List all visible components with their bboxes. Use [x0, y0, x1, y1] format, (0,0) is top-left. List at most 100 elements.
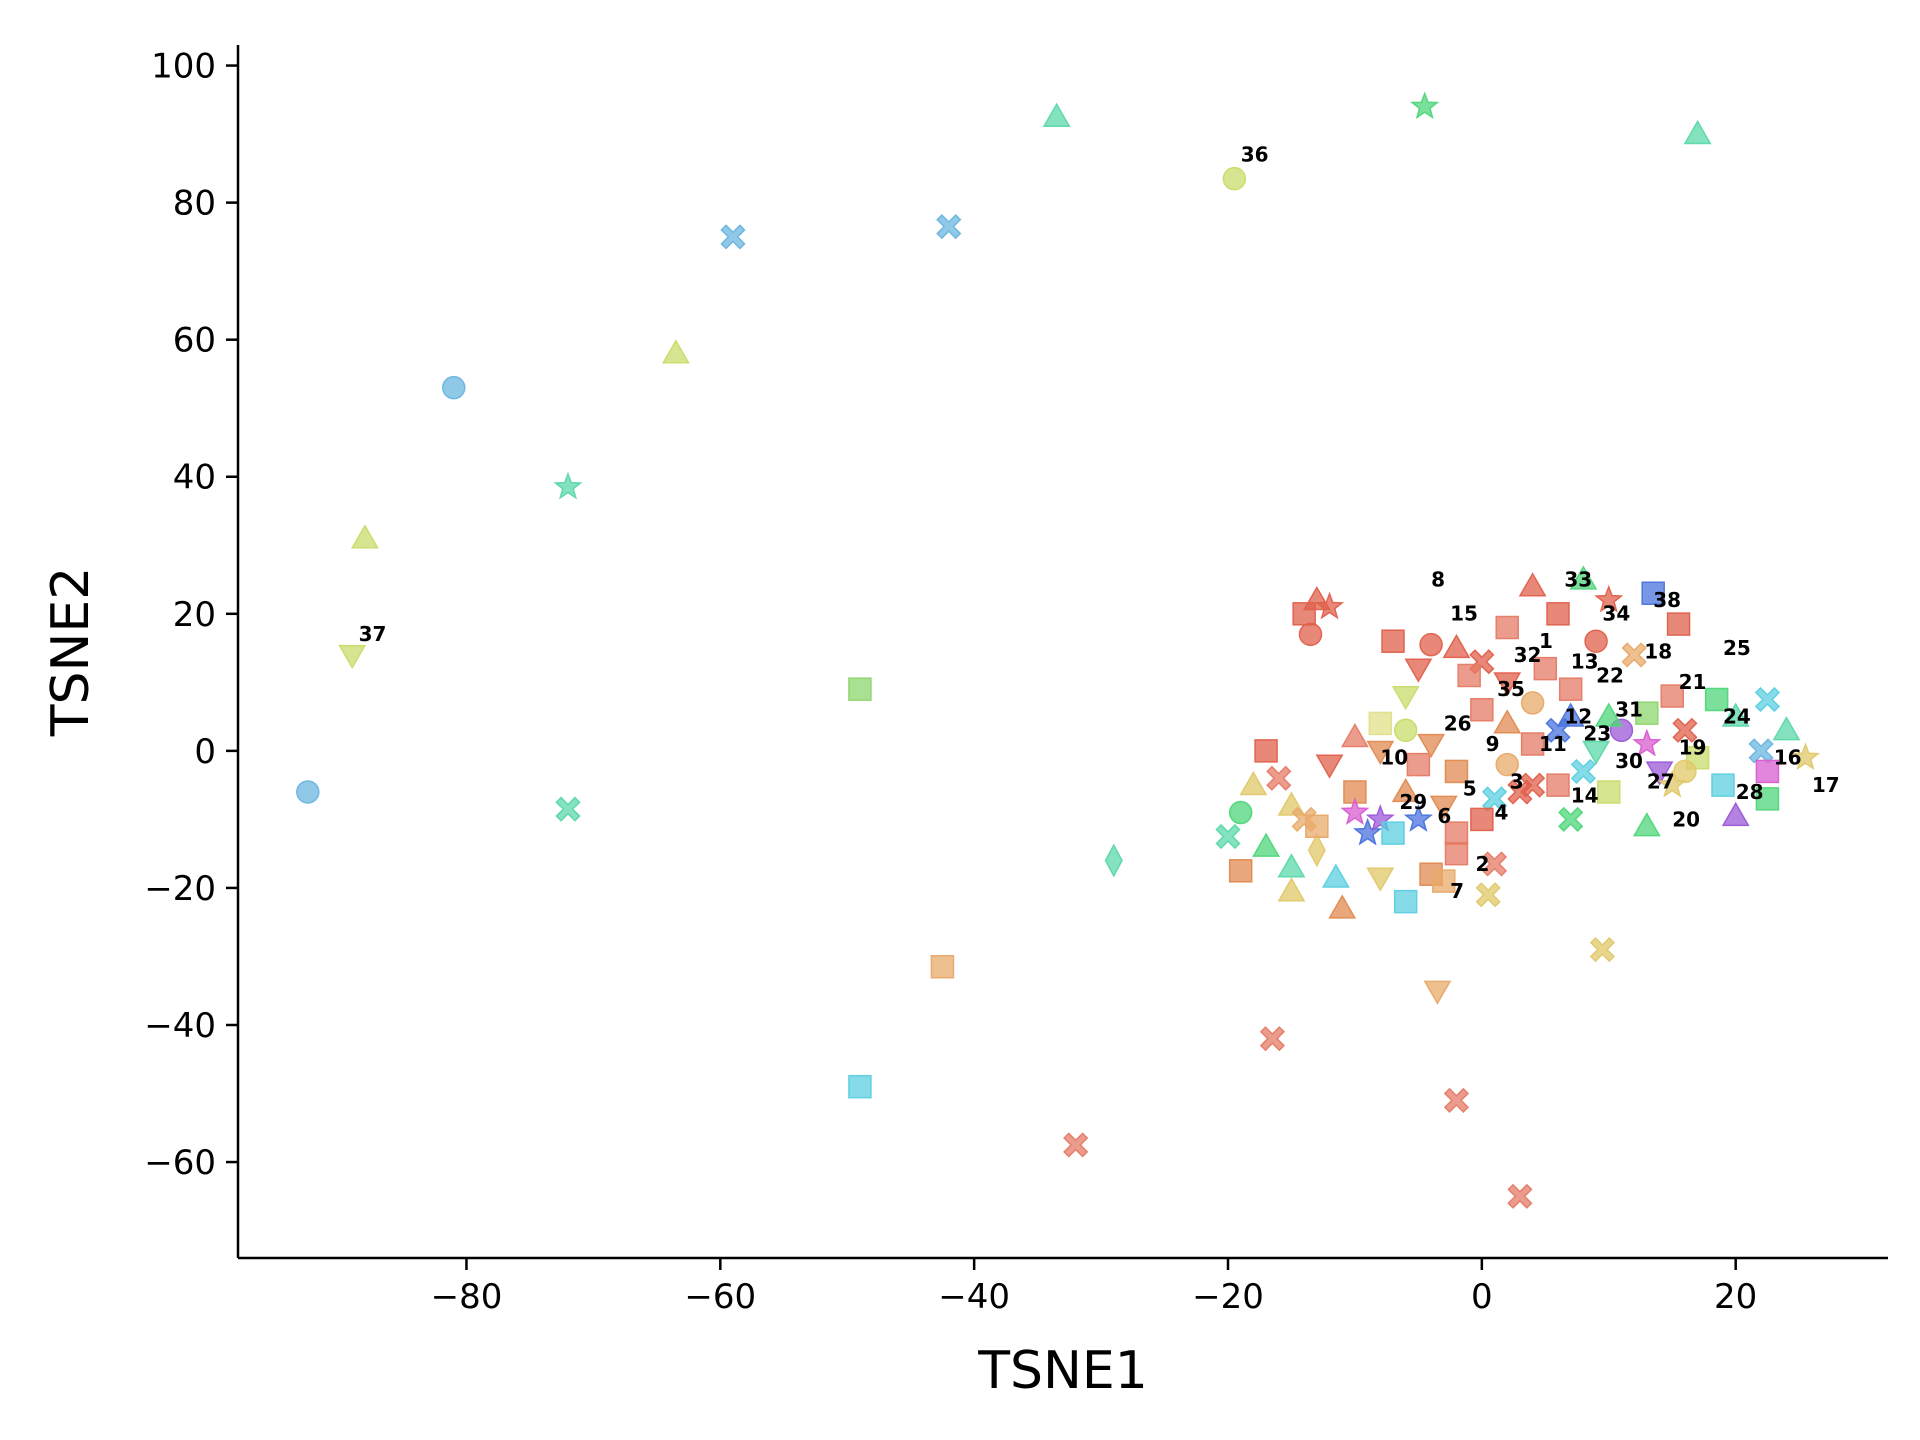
data-point-x: [1621, 642, 1647, 668]
data-point-x: [1754, 686, 1781, 713]
data-point-circle: [1228, 800, 1253, 825]
data-point-triangle: [1442, 633, 1471, 659]
point-annotation-label: 29: [1399, 790, 1427, 814]
point-annotation-label: 22: [1596, 663, 1624, 687]
data-point-triangle: [1239, 770, 1268, 796]
x-axis-title: TSNE1: [977, 1341, 1148, 1401]
data-point-x: [1507, 1183, 1533, 1209]
data-point-circle: [1298, 622, 1323, 647]
data-point-square: [1704, 687, 1729, 712]
data-point-x: [1672, 717, 1698, 743]
data-point-circle: [442, 375, 466, 400]
data-point-star: [1632, 728, 1662, 757]
data-point-square: [1381, 821, 1405, 845]
data-point-x: [1475, 882, 1501, 908]
data-point-triangle: [1632, 812, 1661, 837]
data-point-star: [553, 471, 583, 500]
data-point-triangle: [1328, 894, 1357, 919]
data-point-square: [1533, 656, 1558, 681]
data-point-triangle: [1721, 702, 1750, 727]
data-point-square: [1393, 889, 1418, 914]
data-point-square: [1432, 869, 1456, 893]
data-point-square: [1597, 780, 1621, 804]
data-point-x: [1443, 1087, 1470, 1113]
point-annotation-label: 3: [1510, 770, 1524, 794]
y-tick-label: −20: [144, 869, 216, 909]
data-point-triangle: [1340, 723, 1369, 748]
point-annotation-label: 32: [1514, 643, 1542, 667]
data-point-x: [1063, 1132, 1089, 1158]
point-annotation-label: 37: [359, 622, 387, 646]
data-point-x: [1481, 786, 1508, 812]
point-annotation-label: 26: [1444, 711, 1472, 735]
point-annotation-label: 30: [1615, 749, 1643, 773]
data-point-triangle: [1518, 572, 1547, 597]
data-point-triangle-down: [1391, 685, 1420, 711]
point-annotation-label: 24: [1723, 704, 1751, 728]
data-point-circle: [1495, 752, 1519, 777]
data-point-triangle-down: [1417, 733, 1446, 759]
point-annotation-label: 11: [1539, 732, 1567, 756]
data-point-triangle-down: [1493, 672, 1522, 697]
data-point-star: [1353, 817, 1383, 846]
data-point-x: [1266, 765, 1292, 791]
point-annotation-label: 19: [1679, 735, 1707, 759]
y-tick-label: 100: [151, 47, 216, 87]
data-point-square: [1755, 759, 1780, 784]
data-point-triangle: [1277, 853, 1306, 878]
data-point-triangle: [1277, 877, 1306, 902]
data-point-triangle: [1391, 777, 1420, 803]
point-annotation-label: 34: [1602, 602, 1630, 626]
data-point-square: [1305, 814, 1329, 839]
data-point-square: [1660, 684, 1684, 708]
data-point-x: [1558, 806, 1584, 833]
data-point-triangle-down: [1423, 980, 1452, 1005]
y-tick-label: 20: [173, 595, 216, 635]
data-point-square: [1444, 841, 1469, 866]
data-point-square: [1755, 787, 1780, 811]
data-point-square: [1546, 602, 1570, 626]
data-point-circle: [1673, 759, 1697, 784]
point-annotation-label: 10: [1380, 746, 1408, 770]
x-tick-label: −40: [938, 1277, 1010, 1317]
data-point-triangle-down: [1429, 795, 1458, 820]
data-point-square: [1381, 629, 1405, 653]
data-point-star: [1314, 591, 1345, 620]
data-point-x: [1259, 1026, 1286, 1052]
data-point-square: [1641, 581, 1665, 605]
data-point-x: [1748, 738, 1774, 764]
point-annotation-label: 27: [1647, 770, 1675, 794]
data-point-triangle: [1569, 565, 1598, 590]
y-axis-ticks: 100 80 60 40 20 0 −20 −40 −60: [144, 47, 238, 1183]
y-axis-title: TSNE2: [41, 567, 101, 738]
point-annotation-label: 18: [1644, 639, 1672, 663]
data-point-square: [1444, 759, 1469, 784]
y-tick-label: 80: [173, 184, 216, 224]
point-annotation-label: 12: [1564, 704, 1592, 728]
data-point-square: [1558, 677, 1583, 701]
data-point-square: [930, 954, 955, 979]
data-point-x: [555, 796, 581, 822]
data-point-circle: [1419, 632, 1443, 657]
data-point-diamond: [1307, 833, 1326, 868]
data-point-triangle-down: [1645, 761, 1674, 786]
data-point-square: [848, 1074, 872, 1099]
data-point-square: [1470, 698, 1494, 722]
data-point-star: [1340, 797, 1370, 825]
y-tick-label: −60: [144, 1143, 216, 1183]
data-point-triangle: [1683, 119, 1712, 145]
data-point-square: [1406, 752, 1431, 777]
data-point-x: [720, 224, 746, 250]
point-annotation-label: 20: [1672, 807, 1700, 831]
point-annotation-label: 21: [1679, 670, 1707, 694]
data-point-square: [1666, 612, 1691, 636]
point-annotation-label: 9: [1486, 732, 1500, 756]
y-tick-label: 0: [194, 732, 216, 772]
data-point-circle: [1520, 691, 1545, 715]
point-annotation-label: 4: [1495, 800, 1509, 824]
data-point-circle: [1393, 718, 1418, 743]
point-annotation-label: 28: [1736, 780, 1764, 804]
data-point-triangle: [1594, 702, 1623, 727]
data-point-triangle-down: [1366, 740, 1395, 766]
data-point-x: [1507, 779, 1533, 805]
